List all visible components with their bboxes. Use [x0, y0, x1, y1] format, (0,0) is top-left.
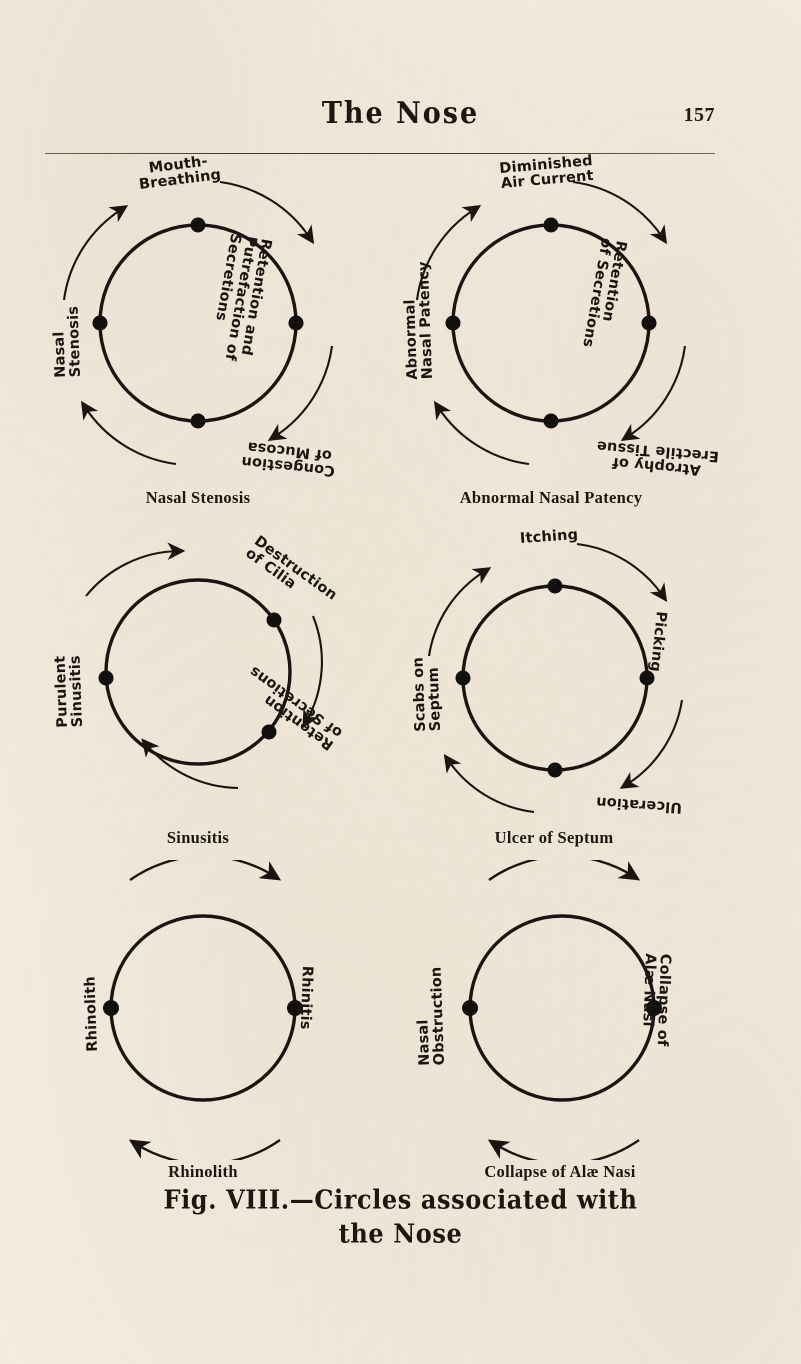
node-label-right: Rhinitis — [296, 965, 315, 1030]
cycle-arrows — [85, 542, 323, 790]
cycle-arrows — [62, 180, 334, 466]
node-left — [98, 670, 114, 686]
arrow-top — [488, 860, 641, 881]
node-bottom — [190, 413, 206, 429]
figure-title: Fig. VIII.—Circles associated with the N… — [0, 1183, 801, 1251]
arrow-left-top — [62, 205, 129, 301]
arrow-upperright-lowerright — [302, 615, 323, 729]
node-left — [92, 315, 108, 331]
node-right — [639, 670, 655, 686]
node-label-left: Scabs on Septum — [410, 656, 445, 733]
diagram-caption: Nasal Stenosis — [145, 488, 251, 507]
node-lower-right — [261, 724, 277, 740]
nasal-stenosis-circle-svg — [62, 180, 334, 466]
node-right — [646, 1000, 662, 1016]
node-left — [455, 670, 471, 686]
arrow-top-right — [219, 180, 315, 245]
node-bottom — [547, 762, 563, 778]
node-upper-right — [266, 612, 282, 628]
diagram-rhinolith: Rhinolith Rhinitis Rhinolith — [60, 860, 390, 1181]
node-top — [190, 217, 206, 233]
node-label-left: Purulent Sinusitis — [52, 654, 87, 729]
node-label-right: Collapse of Alæ Nasi — [639, 952, 673, 1047]
cycle-circle — [468, 914, 656, 1102]
node-bottom — [543, 413, 559, 429]
arrow-left-upperright — [85, 542, 186, 597]
node-left — [462, 1000, 478, 1016]
node-top — [547, 578, 563, 594]
arrow-right-bottom — [619, 699, 684, 789]
arrow-bottom-left — [433, 400, 530, 466]
diagram-caption: Rhinolith — [168, 1162, 238, 1181]
header-rule — [45, 153, 715, 154]
diagram-collapse-of-alae-nasi: Nasal Obstruction Collapse of Alæ Nasi C… — [410, 860, 770, 1181]
node-label-left: Nasal Stenosis — [51, 305, 85, 379]
node-top — [543, 217, 559, 233]
arrow-top-right — [572, 180, 668, 245]
arrow-lowerright-left — [141, 738, 239, 790]
page-number: 157 — [683, 104, 715, 126]
node-left — [445, 315, 461, 331]
arrow-top-right — [576, 542, 668, 603]
cycle-circle — [109, 914, 297, 1102]
rhinolith-circle-svg — [103, 860, 303, 1160]
arrow-left-top — [427, 567, 492, 657]
diagram-caption: Sinusitis — [166, 828, 230, 847]
arrow-bottom-left — [443, 753, 535, 814]
ulcer-of-septum-circle-svg — [427, 542, 684, 814]
sinusitis-circle-svg — [85, 542, 323, 790]
node-label-left: Rhinolith — [82, 975, 101, 1053]
diagram-caption: Ulcer of Septum — [494, 828, 614, 847]
arrow-bottom — [487, 1139, 640, 1160]
diagram-abnormal-nasal-patency: Diminished Air Current Retention of Secr… — [402, 153, 770, 520]
arrow-left-top — [415, 205, 482, 301]
node-right — [288, 315, 304, 331]
cycle-arrows — [128, 860, 282, 1160]
diagram-caption: Abnormal Nasal Patency — [459, 488, 643, 507]
collapse-of-alae-nasi-circle-svg — [462, 860, 662, 1160]
node-left — [103, 1000, 119, 1016]
node-label-left: Nasal Obstruction — [415, 966, 449, 1067]
diagram-nasal-stenosis: Mouth- Breathing Retention and Putrefact… — [51, 154, 390, 520]
node-right — [641, 315, 657, 331]
node-right — [287, 1000, 303, 1016]
diagram-caption: Collapse of Alæ Nasi — [484, 1162, 636, 1181]
figure-title-line-2: the Nose — [338, 1216, 463, 1249]
page-title: The Nose — [321, 96, 480, 131]
diagram-ulcer-of-septum: Itching Picking Ulceration Scabs on Sept… — [410, 520, 770, 850]
cycle-arrows — [487, 860, 641, 1160]
figure-title-line-1: Fig. VIII.—Circles associated with — [163, 1183, 638, 1215]
running-head: The Nose 157 — [0, 96, 801, 144]
cycle-arrows — [427, 542, 684, 814]
arrow-bottom — [128, 1139, 281, 1160]
arrow-right-bottom — [620, 345, 687, 441]
arrow-top — [129, 860, 282, 881]
node-label-left: Abnormal Nasal Patency — [402, 260, 437, 381]
diagram-sinusitis: Destruction of Cilia Retention of Secret… — [52, 520, 390, 850]
abnormal-nasal-patency-circle-svg — [415, 180, 687, 466]
cycle-arrows — [415, 180, 687, 466]
arrow-bottom-left — [80, 400, 177, 466]
arrow-right-bottom — [267, 345, 334, 441]
cycle-circle — [461, 584, 649, 772]
